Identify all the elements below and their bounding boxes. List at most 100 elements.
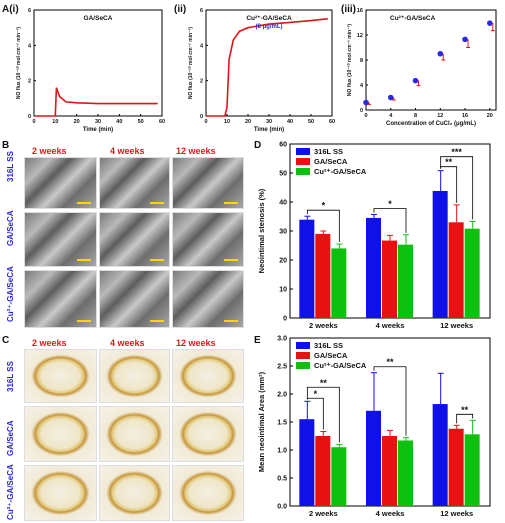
histology-image-ga-12w bbox=[172, 406, 244, 462]
significance-bracket bbox=[306, 209, 340, 243]
x-tick-label-a-i: 60 bbox=[159, 119, 165, 125]
y-tick-label-a-iii: 12 bbox=[357, 33, 363, 39]
x-axis-label-a-iii: Concentration of CuCl₂ (μg/mL) bbox=[386, 121, 476, 127]
y-tick-label-d: 60 bbox=[279, 142, 287, 149]
histology-image-316l-12w bbox=[172, 349, 244, 403]
legend-swatch bbox=[296, 342, 310, 349]
significance-bracket bbox=[306, 386, 340, 443]
significance-label: * bbox=[388, 199, 392, 209]
x-tick-label-a-iii: 16 bbox=[462, 113, 468, 119]
significance-bracket bbox=[456, 413, 474, 424]
data-point bbox=[412, 77, 419, 84]
sem-image-cu-12w bbox=[172, 270, 244, 328]
sem-image-cu-2w bbox=[24, 270, 97, 328]
y-tick-label-e: 1.0 bbox=[277, 448, 287, 455]
scale-bar bbox=[77, 320, 91, 322]
x-tick-label-a-iii: 0 bbox=[364, 113, 367, 119]
x-tick-label-a-i: 30 bbox=[95, 119, 101, 125]
col-header-2w-c: 2 weeks bbox=[32, 338, 67, 348]
sem-image-ga-4w bbox=[99, 212, 170, 267]
y-tick-label-e: 3.0 bbox=[277, 336, 287, 343]
y-axis-label-a-ii: NO flux (10⁻¹⁰ mol cm⁻² min⁻¹) bbox=[188, 27, 194, 99]
x-axis-label-a-ii: Time (min) bbox=[254, 127, 284, 133]
bar bbox=[299, 219, 315, 318]
bar bbox=[382, 240, 397, 318]
significance-bracket bbox=[373, 208, 407, 233]
y-axis-label-a-i: NO flux (10⁻¹⁰ mol cm⁻² min⁻¹) bbox=[16, 27, 22, 99]
chart-title-a-iii: Cu²⁺-GA/SeCA bbox=[390, 15, 436, 22]
data-point bbox=[387, 94, 394, 101]
x-tick-label-e: 2 weeks bbox=[309, 509, 338, 518]
y-tick-label-d: 50 bbox=[279, 171, 287, 178]
y-tick-label-d: 30 bbox=[279, 229, 287, 236]
sem-image-316l-12w bbox=[172, 157, 244, 209]
significance-label: ** bbox=[461, 405, 469, 415]
significance-bracket bbox=[440, 156, 474, 220]
y-tick-label-e: 0.5 bbox=[277, 476, 287, 483]
sem-image-316l-2w bbox=[24, 157, 97, 209]
x-tick-label-a-ii: 30 bbox=[266, 119, 272, 125]
bar bbox=[432, 190, 448, 318]
y-axis-label-d: Neointimal stenosis (%) bbox=[257, 188, 266, 273]
x-tick-label-a-i: 50 bbox=[138, 119, 144, 125]
y-tick-label-a-ii: 2 bbox=[200, 79, 203, 85]
data-point bbox=[487, 20, 493, 26]
x-tick-label-a-ii: 60 bbox=[329, 119, 335, 125]
sem-image-316l-4w bbox=[99, 157, 170, 209]
legend-swatch bbox=[296, 362, 310, 369]
significance-label: *** bbox=[451, 147, 462, 157]
panel-label-a-iii: (iii) bbox=[341, 4, 356, 15]
chart-frame-a-i bbox=[33, 9, 163, 117]
legend-swatch bbox=[296, 158, 310, 165]
x-axis-label-a-i: Time (min) bbox=[83, 127, 113, 133]
x-tick-label-a-ii: 40 bbox=[287, 119, 293, 125]
y-tick-label-d: 20 bbox=[279, 258, 287, 265]
y-tick-label-e: 0.0 bbox=[277, 504, 287, 511]
sem-image-cu-4w bbox=[99, 270, 170, 328]
bar bbox=[464, 228, 480, 318]
y-tick-label-a-i: 2 bbox=[28, 79, 31, 85]
significance-label: ** bbox=[445, 157, 453, 167]
bar bbox=[398, 244, 413, 318]
histology-image-ga-4w bbox=[99, 406, 170, 462]
data-line-a-i bbox=[34, 87, 158, 117]
panel-label-a-i: A(i) bbox=[2, 4, 19, 15]
chart-title-a-ii: Cu²⁺-GA/SeCA bbox=[246, 15, 292, 22]
histology-image-cu-12w bbox=[172, 465, 244, 521]
x-tick-label-d: 12 weeks bbox=[440, 321, 473, 330]
y-tick-label-a-ii: 0 bbox=[200, 114, 203, 120]
y-tick-label-e: 1.5 bbox=[277, 420, 287, 427]
chart-subtitle-a-ii: (8 μg/mL) bbox=[255, 24, 282, 30]
col-header-4w-c: 4 weeks bbox=[110, 338, 145, 348]
x-tick-label-a-ii: 0 bbox=[204, 119, 207, 125]
x-tick-label-a-iii: 12 bbox=[437, 113, 443, 119]
histology-image-cu-2w bbox=[24, 465, 97, 521]
legend-swatch bbox=[296, 148, 310, 155]
bar bbox=[366, 410, 381, 506]
y-tick-label-a-ii: 4 bbox=[200, 43, 204, 49]
significance-label: * bbox=[314, 389, 318, 399]
x-tick-label-a-ii: 50 bbox=[308, 119, 314, 125]
panel-label-a-ii: (ii) bbox=[174, 4, 187, 15]
panel-label-b: B bbox=[2, 140, 10, 151]
scale-bar bbox=[224, 202, 238, 204]
scale-bar bbox=[224, 320, 238, 322]
y-tick-label-e: 2.5 bbox=[277, 364, 287, 371]
x-tick-label-a-i: 20 bbox=[74, 119, 80, 125]
panel-label-c: C bbox=[2, 335, 10, 346]
data-point bbox=[363, 99, 369, 106]
y-tick-label-d: 0 bbox=[283, 316, 287, 323]
legend-label: 316L SS bbox=[314, 147, 343, 156]
x-tick-label-a-iii: 4 bbox=[389, 113, 393, 119]
x-tick-label-a-i: 40 bbox=[116, 119, 122, 125]
y-tick-label-a-iii: 4 bbox=[360, 83, 364, 89]
scale-bar bbox=[77, 202, 91, 204]
significance-label: ** bbox=[320, 378, 328, 388]
bar bbox=[464, 434, 480, 506]
col-header-12w-b: 12 weeks bbox=[176, 146, 216, 156]
x-tick-label-e: 12 weeks bbox=[440, 509, 473, 518]
bar bbox=[432, 404, 448, 506]
y-tick-label-a-iii: 8 bbox=[360, 58, 363, 64]
bar bbox=[315, 436, 331, 506]
legend-label: GA/SeCA bbox=[314, 351, 348, 360]
